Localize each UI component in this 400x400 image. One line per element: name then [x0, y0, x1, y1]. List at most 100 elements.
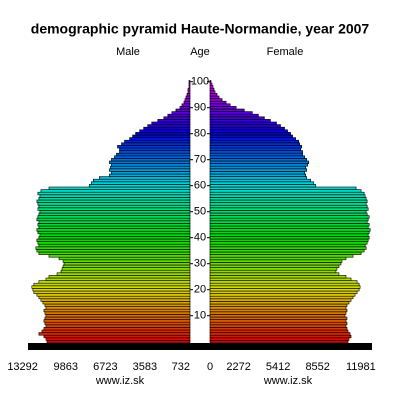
bar [209, 290, 358, 294]
bar [209, 275, 347, 279]
bar [88, 184, 191, 188]
bar [209, 233, 369, 237]
bar [209, 272, 340, 276]
bar [209, 181, 315, 185]
bar [209, 113, 259, 118]
bar [209, 178, 312, 183]
bar [209, 334, 352, 339]
bar [209, 152, 303, 157]
bar [209, 87, 215, 92]
bar [209, 264, 340, 268]
bar [163, 116, 191, 120]
y-tick-label: 50 [194, 206, 206, 218]
bar [209, 116, 265, 120]
y-tick-label: 30 [194, 258, 206, 270]
bar [116, 152, 191, 157]
bar [175, 108, 191, 112]
bar [209, 132, 291, 136]
bar [157, 119, 191, 123]
x-tick-label: 0 [207, 361, 213, 373]
bar [209, 267, 338, 271]
bar [209, 202, 367, 206]
bar [109, 160, 191, 164]
bar [209, 332, 351, 336]
bar [184, 98, 191, 102]
bar [37, 241, 191, 245]
bar [209, 163, 309, 167]
bar [209, 103, 231, 107]
bar [209, 124, 281, 128]
bar [209, 259, 343, 263]
bar [209, 80, 212, 84]
bar [209, 215, 370, 219]
bar [171, 111, 191, 115]
bar [183, 100, 191, 105]
bar [186, 93, 191, 97]
bar [124, 139, 191, 144]
bar [109, 168, 191, 172]
bar [38, 220, 191, 224]
bar [38, 243, 191, 248]
bar [209, 236, 370, 240]
bar [209, 311, 347, 315]
bar [209, 251, 362, 255]
bar [44, 311, 191, 315]
x-tick-label: 5412 [266, 361, 290, 373]
bar [33, 290, 191, 294]
bar [209, 210, 367, 214]
bar [209, 238, 369, 242]
bar [209, 246, 367, 250]
bar [38, 212, 191, 216]
bar [35, 246, 191, 250]
bar [209, 306, 347, 310]
y-tick-label: 60 [194, 180, 206, 192]
bar [39, 210, 191, 214]
bar [187, 87, 191, 92]
bar [44, 303, 191, 307]
bar [209, 301, 350, 305]
bar [37, 202, 191, 206]
bar [121, 142, 191, 146]
bar [40, 298, 191, 302]
bar [45, 277, 191, 281]
bar [38, 236, 191, 240]
bar [209, 98, 223, 102]
bar [167, 113, 191, 118]
bar [209, 204, 368, 209]
bar [62, 264, 191, 268]
bar [209, 197, 367, 201]
bar [209, 111, 253, 115]
bar [38, 280, 191, 284]
bar [209, 82, 213, 86]
y-tick-label: 40 [194, 232, 206, 244]
bar [45, 314, 191, 318]
bar [38, 295, 191, 300]
bar [43, 327, 191, 331]
bar [58, 256, 191, 261]
bar [209, 176, 308, 180]
bar [119, 147, 191, 151]
bar [209, 220, 368, 224]
bar [36, 228, 191, 232]
bar [38, 332, 191, 336]
bar [143, 126, 191, 131]
bar [132, 134, 191, 138]
bar [209, 139, 299, 144]
bar [36, 238, 191, 242]
bar [111, 163, 191, 167]
bar [90, 181, 191, 185]
bar [38, 197, 191, 201]
bar [209, 280, 358, 284]
bar [209, 329, 349, 333]
bar [209, 85, 214, 89]
bar [33, 282, 191, 287]
bar [41, 329, 191, 333]
bar [38, 204, 191, 209]
bar [209, 254, 354, 258]
bar [209, 230, 370, 235]
bar [209, 285, 361, 289]
bar [32, 288, 191, 292]
bar [36, 217, 191, 222]
bar [209, 316, 348, 320]
bar [209, 324, 347, 328]
